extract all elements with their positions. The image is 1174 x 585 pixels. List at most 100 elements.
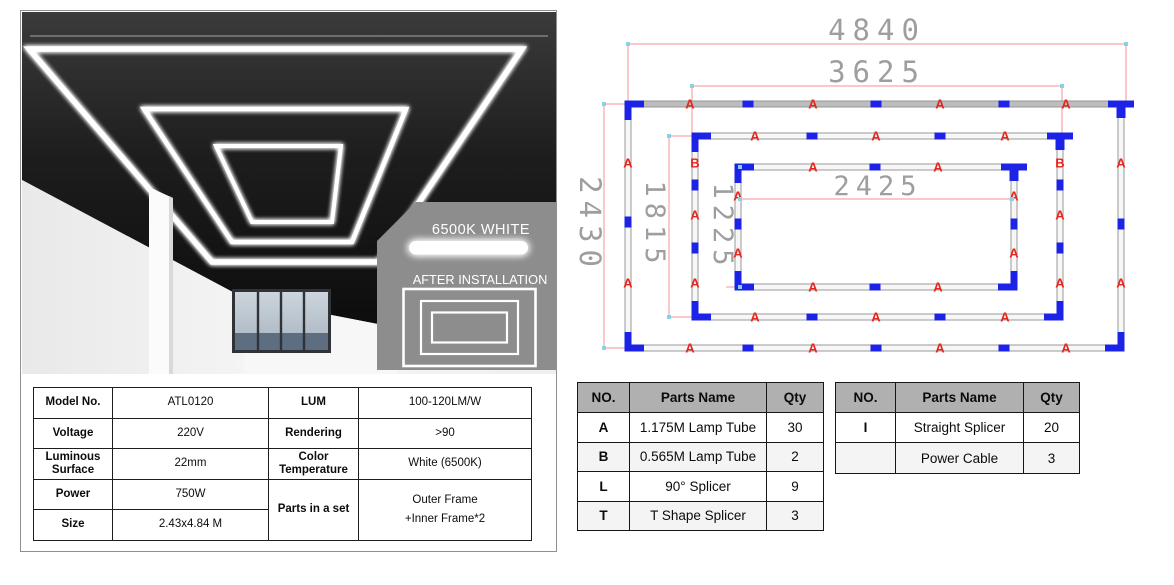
column-shadow	[169, 196, 173, 374]
straight-splicer-marker	[998, 344, 1010, 352]
tube-label-A: A	[690, 208, 700, 223]
parts1-row2-qty: 2	[766, 441, 824, 472]
dimension-end-ticks	[602, 42, 1128, 350]
straight-splicer-marker	[691, 242, 699, 254]
dimension-tick	[667, 315, 671, 319]
tube-label-A: A	[933, 280, 943, 295]
nested-frames-icon	[402, 287, 537, 368]
spec-size-label: Size	[33, 509, 113, 541]
dimension-tick	[1010, 197, 1014, 201]
parts2-row2-name: Power Cable	[895, 442, 1024, 474]
parts1-row4-qty: 3	[766, 500, 824, 531]
parts1-header-qty: Qty	[766, 382, 824, 413]
dimension-tick	[602, 346, 606, 350]
corner-splicer-marker	[624, 100, 644, 120]
straight-splicer-marker	[806, 132, 818, 140]
parts1-row4-no: T	[577, 500, 630, 531]
t-splicer-marker	[1001, 163, 1027, 181]
corner-splicer-marker	[734, 163, 754, 183]
parts1-header-name: Parts Name	[629, 382, 767, 413]
tube-label-A: A	[1061, 341, 1071, 356]
parts1-header-no: NO.	[577, 382, 630, 413]
dimension-tick	[667, 134, 671, 138]
led-frame-middle	[139, 106, 410, 245]
straight-splicer-marker	[1010, 218, 1018, 230]
drawing-markers: A A A A A A A A A A A A A A A A A A A A A A A A A A A A A A B B	[623, 97, 1134, 356]
spec-voltage-value: 220V	[112, 418, 269, 449]
table-row: I Straight Splicer 20	[835, 412, 1080, 443]
corner-splicer-marker	[998, 271, 1018, 291]
tube-label-A: A	[808, 97, 818, 112]
spec-model-value: ATL0120	[112, 387, 269, 419]
parts-table-secondary: NO. Parts Name Qty I Straight Splicer 20…	[835, 382, 1080, 474]
corner-splicer-marker	[1044, 301, 1064, 321]
spec-parts-label: Parts in a set	[268, 479, 359, 541]
tube-label-A: A	[1055, 208, 1065, 223]
dimension-tick	[1060, 84, 1064, 88]
spec-model-label: Model No.	[33, 387, 113, 419]
tube-label-A: A	[935, 97, 945, 112]
straight-splicer-marker	[870, 344, 882, 352]
tube-label-A: A	[750, 129, 760, 144]
corner-splicer-marker	[691, 132, 711, 152]
tube-label-A: A	[733, 189, 743, 204]
spec-parts-value: Outer Frame +Inner Frame*2	[358, 479, 532, 541]
tube-label-A: A	[1009, 246, 1019, 261]
parts2-row1-no: I	[835, 412, 896, 443]
corner-splicer-marker	[734, 271, 754, 291]
tube-label-A: A	[871, 129, 881, 144]
tube-label-A: A	[1116, 276, 1126, 291]
dimension-tick	[690, 84, 694, 88]
spec-colortemp-value: White (6500K)	[358, 448, 532, 480]
spec-parts-value-line1: Outer Frame	[412, 493, 478, 506]
straight-splicer-marker	[869, 283, 881, 291]
tube-label-A: A	[690, 276, 700, 291]
parts1-row3-name: 90° Splicer	[629, 471, 767, 502]
tube-label-A: A	[808, 341, 818, 356]
after-installation-label: AFTER INSTALLATION	[413, 272, 548, 287]
straight-splicer-marker	[1117, 218, 1125, 230]
tube-label-B: B	[1055, 156, 1064, 171]
parts2-header-name: Parts Name	[895, 382, 1024, 413]
parts-table-main: NO. Parts Name Qty A 1.175M Lamp Tube 30…	[577, 382, 824, 531]
tube-label-A: A	[808, 280, 818, 295]
corner-splicer-marker	[624, 332, 644, 352]
straight-splicer-marker	[734, 218, 742, 230]
tube-label-A: A	[1009, 189, 1019, 204]
straight-splicer-marker	[1056, 179, 1064, 191]
tube-label-A: A	[1055, 276, 1065, 291]
straight-splicer-marker	[934, 132, 946, 140]
led-frame-inner	[212, 144, 344, 224]
parts1-row3-qty: 9	[766, 471, 824, 502]
tube-label-A: A	[935, 341, 945, 356]
dimension-tick	[602, 102, 606, 106]
parts1-row1-qty: 30	[766, 412, 824, 443]
dimension-tick	[738, 285, 742, 289]
straight-splicer-marker	[624, 216, 632, 228]
tube-label-A: A	[1000, 129, 1010, 144]
straight-splicer-marker	[742, 100, 754, 108]
color-temp-label: 6500K WHITE	[432, 222, 530, 238]
straight-splicer-marker	[691, 179, 699, 191]
parts1-row2-name: 0.565M Lamp Tube	[629, 441, 767, 472]
tube-label-A: A	[1061, 97, 1071, 112]
spec-luminous-value: 22mm	[112, 448, 269, 480]
dim-width-middle: 3625	[828, 55, 926, 89]
parts2-row2-qty: 3	[1023, 442, 1080, 474]
dim-width-outer: 4840	[828, 13, 926, 47]
spec-rendering-label: Rendering	[268, 418, 359, 449]
spec-colortemp-label: Color Temperature	[268, 448, 359, 480]
parts2-header-qty: Qty	[1023, 382, 1080, 413]
straight-splicer-marker	[742, 344, 754, 352]
table-row: B 0.565M Lamp Tube 2	[577, 441, 824, 472]
parts2-header-no: NO.	[835, 382, 896, 413]
parts1-row2-no: B	[577, 441, 630, 472]
parts1-row4-name: T Shape Splicer	[629, 500, 767, 531]
corner-splicer-marker	[691, 301, 711, 321]
corner-splicer-marker	[1105, 332, 1125, 352]
tube-label-A: A	[733, 246, 743, 261]
parts2-row2-no	[835, 442, 896, 474]
tube-label-A: A	[808, 160, 818, 175]
tube-label-A: A	[685, 341, 695, 356]
